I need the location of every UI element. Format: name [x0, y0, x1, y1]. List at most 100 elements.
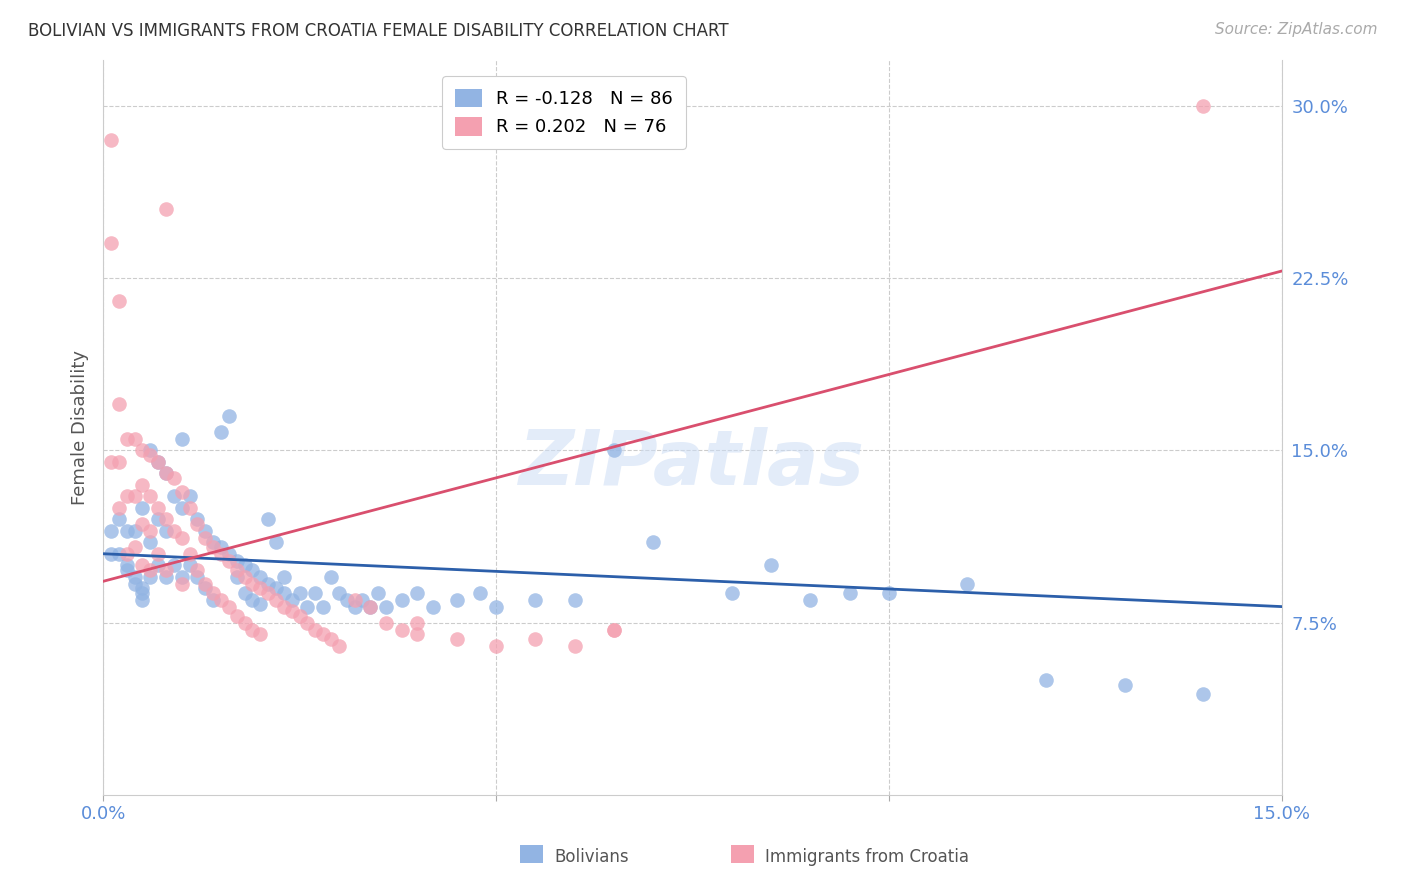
Point: [139, 524, 162, 538]
Point: [209, 547, 232, 561]
Point: [194, 581, 217, 595]
Point: [202, 586, 225, 600]
Point: [100, 547, 122, 561]
Point: [146, 512, 169, 526]
Point: [297, 615, 319, 630]
Point: [225, 563, 247, 577]
Point: [179, 547, 201, 561]
Point: [359, 599, 381, 614]
Point: [249, 597, 271, 611]
Point: [155, 467, 177, 481]
Point: [446, 592, 468, 607]
Point: [343, 599, 366, 614]
Point: [218, 599, 240, 614]
Point: [155, 512, 177, 526]
Point: [264, 535, 287, 549]
Point: [108, 455, 131, 469]
Point: [131, 477, 153, 491]
Point: [218, 547, 240, 561]
Point: [406, 627, 429, 641]
Point: [100, 133, 122, 147]
Point: [336, 592, 359, 607]
Point: [170, 576, 193, 591]
Point: [257, 586, 280, 600]
Point: [1192, 98, 1215, 112]
Point: [146, 547, 169, 561]
Point: [1114, 678, 1136, 692]
Point: [155, 563, 177, 577]
Point: [139, 443, 162, 458]
Point: [406, 586, 429, 600]
Point: [422, 599, 444, 614]
Point: [115, 558, 138, 573]
Point: [146, 500, 169, 515]
Point: [233, 615, 256, 630]
Point: [115, 524, 138, 538]
Point: [304, 586, 326, 600]
Point: [131, 581, 153, 595]
Point: [108, 500, 131, 515]
Point: [233, 586, 256, 600]
Point: [202, 592, 225, 607]
Point: [100, 524, 122, 538]
Point: [406, 615, 429, 630]
Point: [264, 581, 287, 595]
Point: [108, 293, 131, 308]
Point: [155, 202, 177, 216]
Point: [249, 570, 271, 584]
Point: [367, 586, 389, 600]
Point: [524, 592, 547, 607]
Point: [603, 443, 626, 458]
Point: [209, 592, 232, 607]
Point: [352, 592, 374, 607]
Point: [312, 627, 335, 641]
Point: [328, 586, 350, 600]
Point: [194, 531, 217, 545]
Point: [146, 558, 169, 573]
Point: [225, 608, 247, 623]
Point: [139, 535, 162, 549]
Point: [375, 615, 398, 630]
Point: [170, 484, 193, 499]
Point: [249, 581, 271, 595]
Point: [155, 467, 177, 481]
Point: [170, 500, 193, 515]
Point: [218, 409, 240, 423]
Point: [170, 570, 193, 584]
Point: [242, 563, 264, 577]
Text: Source: ZipAtlas.com: Source: ZipAtlas.com: [1215, 22, 1378, 37]
Point: [257, 576, 280, 591]
Point: [603, 623, 626, 637]
Point: [115, 432, 138, 446]
Point: [564, 639, 586, 653]
Point: [273, 599, 295, 614]
Point: [115, 563, 138, 577]
Point: [233, 558, 256, 573]
Text: Bolivians: Bolivians: [554, 848, 628, 866]
Point: [163, 489, 186, 503]
Point: [485, 639, 508, 653]
Point: [209, 540, 232, 554]
Point: [179, 558, 201, 573]
Legend: R = -0.128   N = 86, R = 0.202   N = 76: R = -0.128 N = 86, R = 0.202 N = 76: [441, 76, 686, 149]
Point: [124, 432, 146, 446]
Point: [131, 443, 153, 458]
Point: [108, 397, 131, 411]
Point: [319, 570, 342, 584]
Text: BOLIVIAN VS IMMIGRANTS FROM CROATIA FEMALE DISABILITY CORRELATION CHART: BOLIVIAN VS IMMIGRANTS FROM CROATIA FEMA…: [28, 22, 728, 40]
Point: [319, 632, 342, 646]
Point: [186, 570, 208, 584]
Point: [115, 547, 138, 561]
Point: [209, 425, 232, 439]
Point: [131, 500, 153, 515]
Point: [485, 599, 508, 614]
Point: [100, 455, 122, 469]
Point: [146, 455, 169, 469]
Point: [124, 489, 146, 503]
Point: [328, 639, 350, 653]
Point: [124, 540, 146, 554]
Point: [280, 592, 302, 607]
Point: [124, 576, 146, 591]
Point: [108, 512, 131, 526]
Point: [312, 599, 335, 614]
